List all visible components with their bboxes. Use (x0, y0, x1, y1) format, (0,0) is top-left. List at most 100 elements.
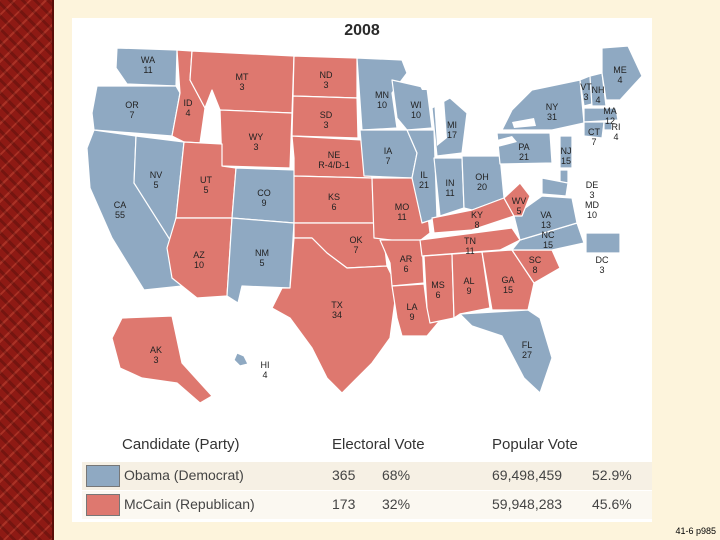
lake-michigan (434, 98, 447, 146)
state-ak (111, 315, 213, 404)
state-label-wv: WV 5 (512, 196, 527, 216)
state-nj (559, 135, 573, 169)
state-wv (503, 182, 531, 217)
state-label-ut: UT 5 (200, 175, 212, 195)
lake-superior (417, 76, 482, 90)
state-label-wy: WY 3 (249, 132, 264, 152)
state-wa (115, 47, 178, 87)
state-label-id: ID 4 (184, 98, 194, 118)
state-label-pa: PA 21 (518, 142, 529, 162)
state-dc (585, 232, 621, 254)
state-tx (271, 237, 398, 394)
state-al (451, 251, 491, 319)
state-label-ar: AR 6 (400, 254, 413, 274)
state-label-sd: SD 3 (320, 110, 333, 130)
state-label-mt: MT 3 (236, 72, 249, 92)
state-me (601, 45, 643, 101)
map-panel: WA 11 OR 7 CA 55 NV 5 ID 4 MT 3 WY 3 UT 5 AZ 10 CO 9 NM 5 ND 3 S… (72, 18, 652, 522)
lake-ontario (512, 118, 536, 128)
state-label-ct: CT 7 (588, 127, 600, 147)
state-label-ca: CA 55 (114, 200, 127, 220)
state-label-la: LA 9 (406, 302, 417, 322)
state-ct (583, 121, 605, 139)
state-ga (481, 249, 535, 311)
state-label-wa: WA 11 (141, 55, 155, 75)
state-label-ks: KS 6 (328, 192, 340, 212)
lake-erie (482, 136, 517, 150)
electoral-percent: 68% (382, 467, 411, 483)
state-label-ky: KY 8 (471, 210, 483, 230)
state-label-ma: MA 12 (603, 106, 617, 126)
state-hi (233, 352, 249, 367)
state-label-sc: SC 8 (529, 255, 542, 275)
decorative-border (0, 0, 54, 540)
state-label-ne: NE R-4/D-1 (318, 150, 350, 170)
state-label-vt: VT 3 (580, 82, 592, 102)
state-label-co: CO 9 (257, 188, 271, 208)
state-label-tx: TX 34 (331, 300, 343, 320)
state-nh (589, 72, 607, 107)
state-label-az: AZ 10 (193, 250, 205, 270)
state-label-mo: MO 11 (395, 202, 410, 222)
state-label-de: DE 3 (586, 180, 599, 200)
popular-percent: 45.6% (592, 496, 632, 512)
state-label-wi: WI 10 (411, 100, 422, 120)
republican-swatch (86, 494, 120, 516)
popular-percent: 52.9% (592, 467, 632, 483)
electoral-header: Electoral Vote (332, 436, 425, 453)
state-label-dc: DC 3 (596, 255, 609, 275)
electoral-percent: 32% (382, 496, 411, 512)
state-de (559, 169, 569, 184)
state-label-nh: NH 4 (592, 85, 605, 105)
state-or (91, 85, 181, 137)
state-label-mn: MN 10 (375, 90, 389, 110)
legend-row-mccain: McCain (Republican) 173 32% 59,948,283 4… (82, 491, 652, 519)
state-ms (423, 253, 455, 324)
popular-header: Popular Vote (492, 436, 578, 453)
state-label-fl: FL 27 (522, 340, 533, 360)
state-label-va: VA 13 (540, 210, 551, 230)
state-label-nc: NC 15 (542, 230, 555, 250)
popular-votes: 59,948,283 (492, 496, 563, 512)
state-label-ak: AK 3 (150, 345, 162, 365)
state-tn (419, 227, 521, 257)
state-label-nj: NJ 15 (561, 146, 572, 166)
state-label-tn: TN 11 (464, 236, 476, 256)
state-label-il: IL 21 (419, 170, 429, 190)
candidate-name: McCain (Republican) (124, 496, 255, 512)
state-label-mi: MI 17 (447, 120, 457, 140)
state-label-ok: OK 7 (349, 235, 362, 255)
state-label-nv: NV 5 (150, 170, 163, 190)
state-label-me: ME 4 (613, 65, 627, 85)
page-reference: 41-6 p985 (675, 526, 716, 536)
state-label-ms: MS 6 (431, 280, 445, 300)
legend: Candidate (Party) Electoral Vote Popular… (72, 430, 652, 522)
state-label-ga: GA 15 (501, 275, 514, 295)
map-title: 2008 (344, 22, 380, 39)
state-label-or: OR 7 (125, 100, 139, 120)
electoral-votes: 173 (332, 496, 356, 512)
state-label-nm: NM 5 (255, 248, 269, 268)
state-label-oh: OH 20 (475, 172, 489, 192)
state-ma (583, 107, 619, 123)
state-fl (459, 309, 553, 394)
electoral-votes: 365 (332, 467, 356, 483)
state-label-in: IN 11 (445, 178, 454, 198)
state-ri (603, 121, 613, 131)
legend-row-obama: Obama (Democrat) 365 68% 69,498,459 52.9… (82, 462, 652, 490)
state-label-hi: HI 4 (261, 360, 270, 380)
state-sd (291, 95, 359, 139)
state-label-al: AL 9 (463, 276, 474, 296)
candidate-header: Candidate (Party) (122, 436, 240, 453)
candidate-name: Obama (Democrat) (124, 467, 244, 483)
state-label-ri: RI 4 (612, 122, 621, 142)
state-label-ny: NY 31 (546, 102, 559, 122)
state-label-nd: ND 3 (320, 70, 333, 90)
state-md (541, 177, 569, 197)
electoral-map: WA 11 OR 7 CA 55 NV 5 ID 4 MT 3 WY 3 UT 5 AZ 10 CO 9 NM 5 ND 3 S… (86, 45, 643, 404)
popular-votes: 69,498,459 (492, 467, 563, 483)
state-va (513, 195, 578, 241)
state-label-ia: IA 7 (384, 146, 393, 166)
state-label-md: MD 10 (585, 200, 599, 220)
lake-huron (467, 113, 492, 138)
